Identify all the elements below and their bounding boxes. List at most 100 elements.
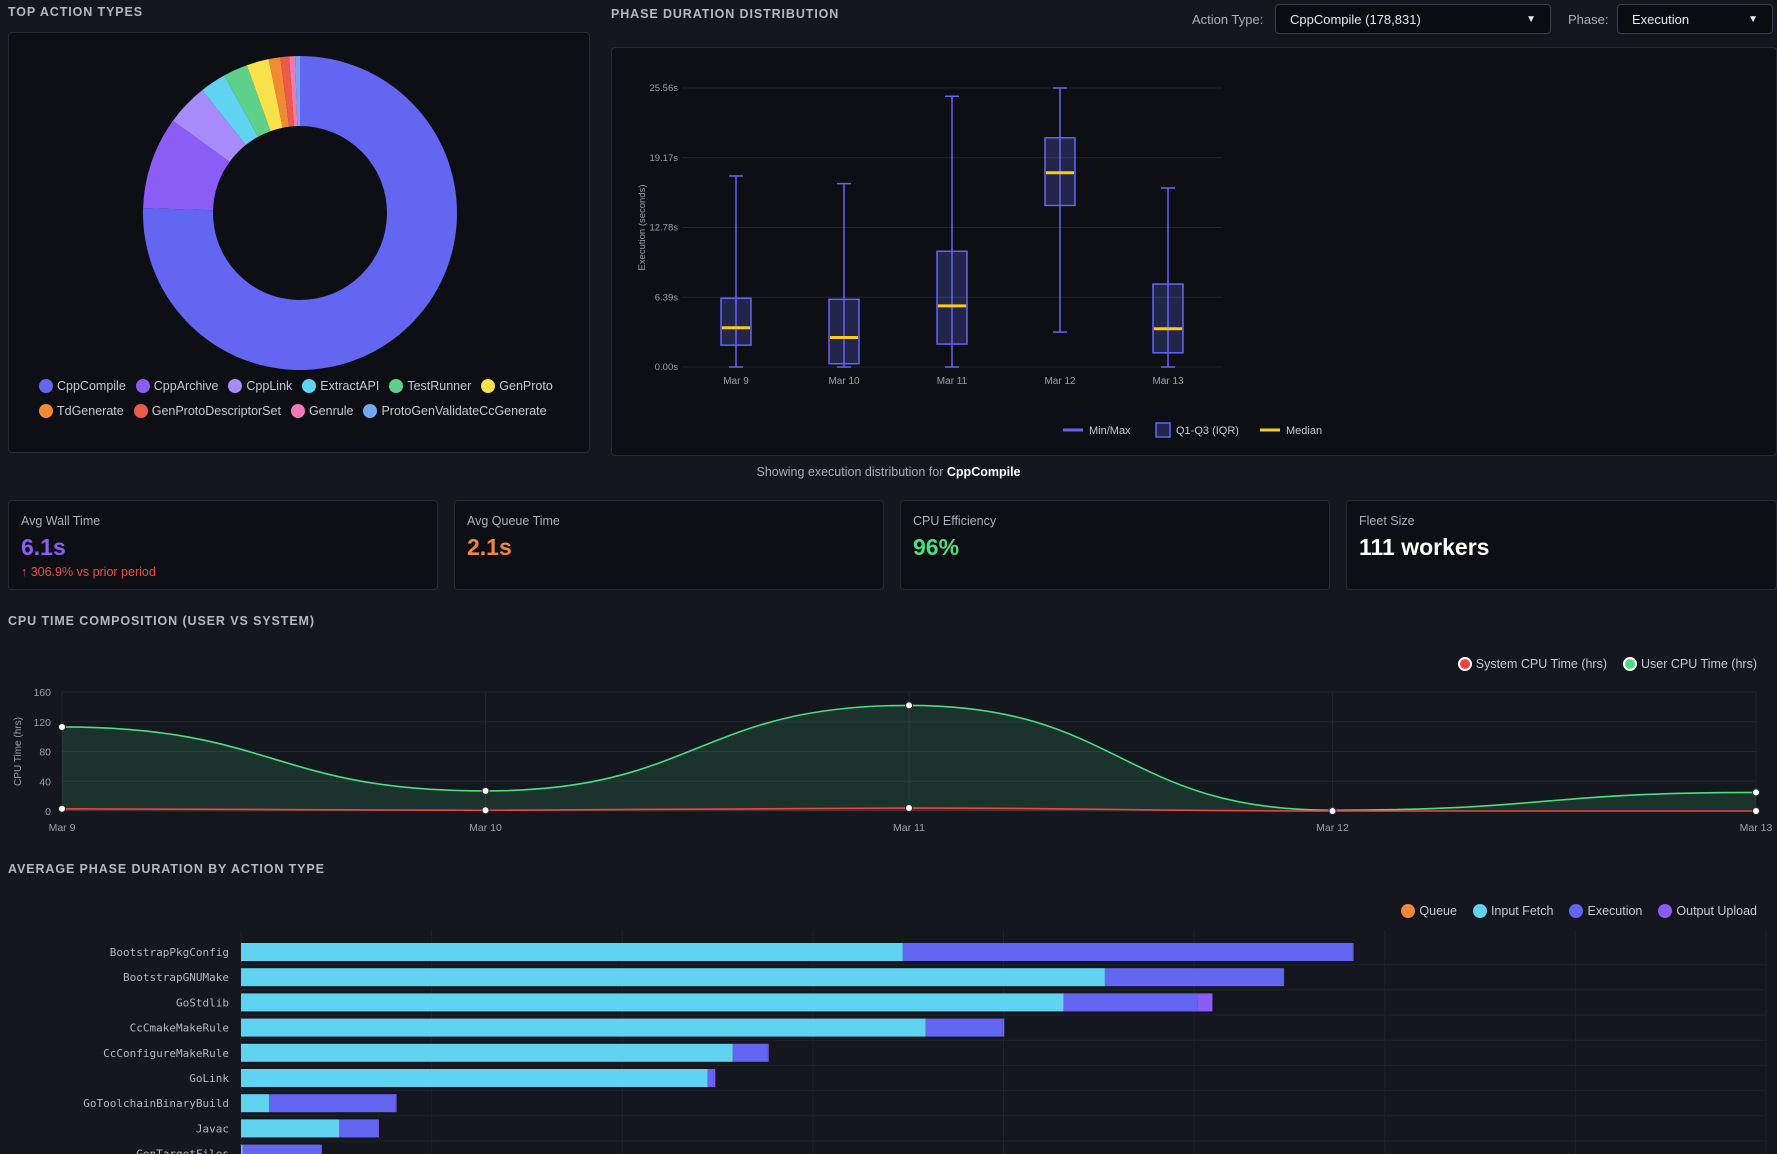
bar-segment-execution[interactable] bbox=[339, 1119, 379, 1138]
donut-slice-cpplink[interactable] bbox=[172, 90, 246, 162]
donut-slice-genprotodescriptorset[interactable] bbox=[280, 56, 294, 127]
legend-item-extractapi[interactable]: ExtractAPI bbox=[302, 375, 379, 397]
bar-segment-input-fetch[interactable] bbox=[241, 968, 1105, 987]
legend-item-testrunner[interactable]: TestRunner bbox=[389, 375, 471, 397]
legend-item-cppcompile[interactable]: CppCompile bbox=[39, 375, 126, 397]
donut-slice-extractapi[interactable] bbox=[202, 75, 259, 145]
legend-label: GenProtoDescriptorSet bbox=[151, 404, 281, 418]
stat-value: 2.1s bbox=[467, 534, 512, 560]
legend-item-cpparchive[interactable]: CppArchive bbox=[135, 375, 218, 397]
bar-segment-input-fetch[interactable] bbox=[241, 1094, 270, 1113]
stat-label: Avg Wall Time bbox=[21, 514, 101, 528]
donut-slice-cppcompile[interactable] bbox=[143, 56, 457, 370]
bar-segment-output-upload[interactable] bbox=[395, 1094, 397, 1113]
data-point[interactable] bbox=[58, 722, 66, 731]
legend-swatch bbox=[1569, 904, 1584, 918]
bar-segment-output-upload[interactable] bbox=[1197, 993, 1213, 1012]
legend-item-genprotodescriptorset[interactable]: GenProtoDescriptorSet bbox=[133, 400, 281, 422]
legend-item-protogenvalidateccgenerate[interactable]: ProtoGenValidateCcGenerate bbox=[363, 400, 547, 422]
bar-segment-execution[interactable] bbox=[1104, 968, 1284, 987]
legend-label-iqr: Q1-Q3 (IQR) bbox=[1176, 425, 1239, 437]
legend-label: ExtractAPI bbox=[320, 379, 380, 393]
legend-swatch bbox=[1623, 657, 1638, 671]
donut-slice-cpparchive[interactable] bbox=[143, 120, 230, 211]
legend-item-genrule[interactable]: Genrule bbox=[290, 400, 353, 422]
data-point[interactable] bbox=[1752, 788, 1760, 797]
action-type-label: Action Type: bbox=[1192, 12, 1264, 27]
legend-swatch bbox=[135, 379, 150, 393]
bar-segment-output-upload[interactable] bbox=[1352, 943, 1354, 961]
bar-segment-execution[interactable] bbox=[732, 1043, 768, 1062]
box-iqr[interactable] bbox=[828, 298, 860, 365]
donut-slice-genproto[interactable] bbox=[246, 59, 283, 132]
data-point[interactable] bbox=[905, 804, 913, 813]
phase-legend: Queue Input Fetch Execution Output Upload bbox=[1401, 904, 1757, 918]
box-iqr[interactable] bbox=[720, 297, 752, 346]
bar-segment-output-upload[interactable] bbox=[378, 1119, 380, 1138]
y-tick-label: 0.00s bbox=[655, 362, 678, 373]
x-tick-label: Mar 9 bbox=[49, 822, 76, 834]
phase-select[interactable]: Execution ▼ bbox=[1617, 4, 1773, 34]
legend-label: ProtoGenValidateCcGenerate bbox=[381, 404, 547, 418]
bar-segment-input-fetch[interactable] bbox=[241, 1069, 708, 1087]
bar-segment-execution[interactable] bbox=[269, 1094, 396, 1113]
y-tick-label: 0 bbox=[45, 806, 51, 818]
top-action-types-panel: CppCompile CppArchive CppLink ExtractAPI Tes… bbox=[8, 32, 590, 453]
bar-segment-execution[interactable] bbox=[707, 1069, 714, 1087]
donut-slice-genrule[interactable] bbox=[289, 56, 298, 127]
legend-swatch bbox=[228, 379, 243, 393]
data-point[interactable] bbox=[481, 806, 490, 815]
donut-slice-tdgenerate[interactable] bbox=[268, 57, 290, 128]
y-tick-label: 19.17s bbox=[649, 153, 678, 164]
x-tick-label: Mar 10 bbox=[469, 822, 502, 834]
bar-segment-execution[interactable] bbox=[242, 1144, 322, 1154]
stat-trend: ↑ 306.9% vs prior period bbox=[21, 565, 156, 579]
cpu-area-chart: 0 40 80 120 160 Mar 9 Mar 10 Mar 11 Mar 12 Mar 13… bbox=[13, 687, 1772, 834]
chevron-down-icon: ▼ bbox=[1526, 13, 1536, 25]
y-tick-label: 80 bbox=[39, 747, 51, 759]
data-point[interactable] bbox=[1328, 807, 1337, 815]
bar-segment-input-fetch[interactable] bbox=[241, 1043, 733, 1062]
data-point[interactable] bbox=[58, 804, 66, 813]
legend-swatch bbox=[1472, 904, 1487, 918]
bar-segment-output-upload[interactable] bbox=[713, 1069, 716, 1087]
bar-segment-output-upload[interactable] bbox=[767, 1043, 769, 1062]
bar-segment-input-fetch[interactable] bbox=[241, 1119, 340, 1138]
bar-segment-execution[interactable] bbox=[902, 943, 1353, 961]
legend-item-cpplink[interactable]: CppLink bbox=[228, 375, 292, 397]
y-axis-label: CPU Time (hrs) bbox=[13, 717, 24, 786]
legend-swatch bbox=[39, 404, 53, 418]
bar-segment-execution[interactable] bbox=[1063, 993, 1198, 1012]
legend-swatch bbox=[1401, 904, 1416, 918]
legend-item-system-cpu-time-hrs[interactable]: System CPU Time (hrs) bbox=[1457, 657, 1607, 671]
box-iqr[interactable] bbox=[936, 250, 968, 345]
bar-segment-input-fetch[interactable] bbox=[241, 1144, 243, 1154]
data-point[interactable] bbox=[905, 701, 913, 710]
boxplot-legend: Min/Max Q1-Q3 (IQR) Median bbox=[1063, 422, 1322, 438]
legend-swatch bbox=[302, 379, 317, 393]
data-point[interactable] bbox=[481, 786, 490, 795]
bar-segment-input-fetch[interactable] bbox=[241, 993, 1064, 1012]
legend-item-output-upload[interactable]: Output Upload bbox=[1658, 904, 1757, 918]
legend-item-genproto[interactable]: GenProto bbox=[481, 375, 553, 397]
data-point[interactable] bbox=[1752, 807, 1760, 815]
action-type-select[interactable]: CppCompile (178,831) ▼ bbox=[1275, 4, 1551, 34]
box-iqr[interactable] bbox=[1152, 283, 1184, 354]
donut-slice-protogenvalidateccgenerate[interactable] bbox=[295, 56, 300, 127]
legend-label: GenProto bbox=[499, 379, 553, 393]
legend-item-input-fetch[interactable]: Input Fetch bbox=[1472, 904, 1553, 918]
legend-item-execution[interactable]: Execution bbox=[1569, 904, 1642, 918]
bar-segment-input-fetch[interactable] bbox=[241, 943, 903, 961]
legend-item-tdgenerate[interactable]: TdGenerate bbox=[39, 400, 124, 422]
legend-item-user-cpu-time-hrs[interactable]: User CPU Time (hrs) bbox=[1623, 657, 1757, 671]
bar-segment-output-upload[interactable] bbox=[321, 1144, 322, 1154]
legend-item-queue[interactable]: Queue bbox=[1401, 904, 1457, 918]
bar-segment-output-upload[interactable] bbox=[1283, 968, 1285, 987]
bar-segment-output-upload[interactable] bbox=[1002, 1018, 1005, 1037]
bar-segment-input-fetch[interactable] bbox=[241, 1018, 926, 1037]
x-tick-label: Mar 12 bbox=[1044, 376, 1076, 387]
bar-segment-execution[interactable] bbox=[925, 1018, 1003, 1037]
legend-swatch bbox=[481, 379, 496, 393]
legend-label-median: Median bbox=[1286, 425, 1322, 437]
donut-slice-testrunner[interactable] bbox=[224, 65, 271, 137]
